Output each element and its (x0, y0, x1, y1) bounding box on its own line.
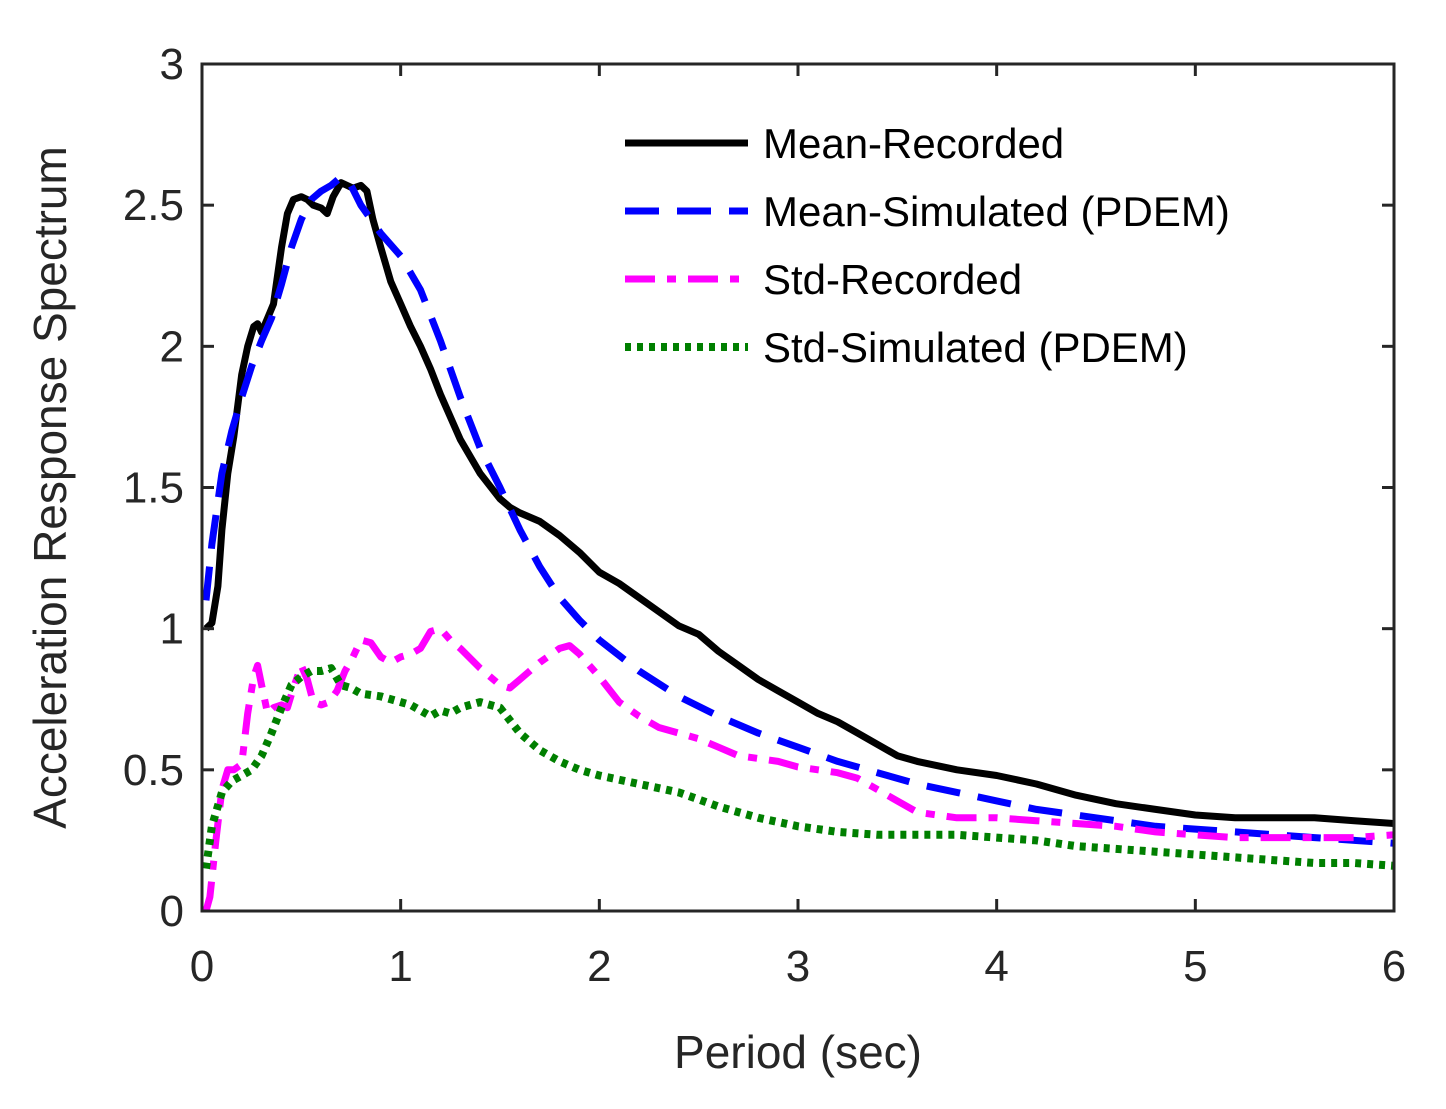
y-tick-label: 0.5 (123, 746, 184, 795)
series-line-mean-recorded (203, 179, 1394, 827)
y-tick-label: 2.5 (123, 181, 184, 230)
x-tick-label: 3 (786, 942, 810, 991)
series-line-std-recorded (202, 625, 1394, 911)
series-line-std-simulated-pdem (202, 664, 1394, 870)
x-tick-label: 0 (190, 942, 214, 991)
y-tick-label: 3 (160, 40, 184, 89)
y-axis-title: Acceleration Response Spectrum (24, 146, 76, 829)
series-line-mean-simulated-pdem (202, 173, 1394, 847)
series-layer (202, 173, 1394, 911)
y-tick-label: 1 (160, 605, 184, 654)
legend: Mean-Recorded Mean-Simulated (PDEM) Std-Re… (625, 120, 1230, 371)
y-tick-label: 0 (160, 887, 184, 936)
legend-label: Std-Simulated (PDEM) (763, 324, 1188, 371)
legend-label: Mean-Simulated (PDEM) (763, 188, 1230, 235)
x-axis-title: Period (sec) (674, 1026, 922, 1078)
x-tick-label: 5 (1183, 942, 1207, 991)
y-tick-label: 1.5 (123, 464, 184, 513)
legend-label: Mean-Recorded (763, 120, 1064, 167)
x-tick-label: 4 (984, 942, 1008, 991)
y-tick-label: 2 (160, 322, 184, 371)
x-tick-label: 1 (388, 942, 412, 991)
x-tick-label: 2 (587, 942, 611, 991)
x-tick-label: 6 (1382, 942, 1406, 991)
legend-label: Std-Recorded (763, 256, 1022, 303)
ticks-layer: 0 1 2 3 4 5 6 0 0.5 1 1.5 2 2.5 3 (123, 40, 1406, 991)
